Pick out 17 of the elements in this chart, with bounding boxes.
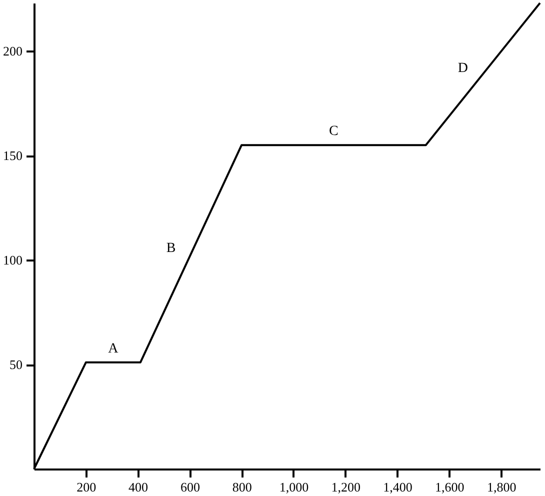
- y-tick-label: 150: [3, 148, 22, 164]
- x-tick-label: 1,800: [486, 480, 516, 494]
- annotation: C: [329, 124, 338, 140]
- x-tick-label: 1,400: [383, 480, 412, 494]
- x-tick-label: 200: [76, 480, 96, 494]
- y-tick-label: 200: [3, 44, 22, 59]
- x-tick-label: 800: [232, 480, 252, 494]
- x-tick-label: 400: [128, 480, 148, 494]
- annotation: D: [458, 61, 468, 76]
- x-tick-label: 1,600: [435, 480, 464, 494]
- x-tick-label: 1,200: [331, 480, 361, 494]
- y-tick-label: 50: [10, 357, 22, 372]
- y-tick-label: 100: [3, 252, 22, 268]
- annotation: B: [166, 240, 176, 256]
- x-tick-label: 1,000: [279, 480, 309, 494]
- annotation: A: [108, 341, 120, 356]
- x-tick-label: 600: [180, 480, 200, 494]
